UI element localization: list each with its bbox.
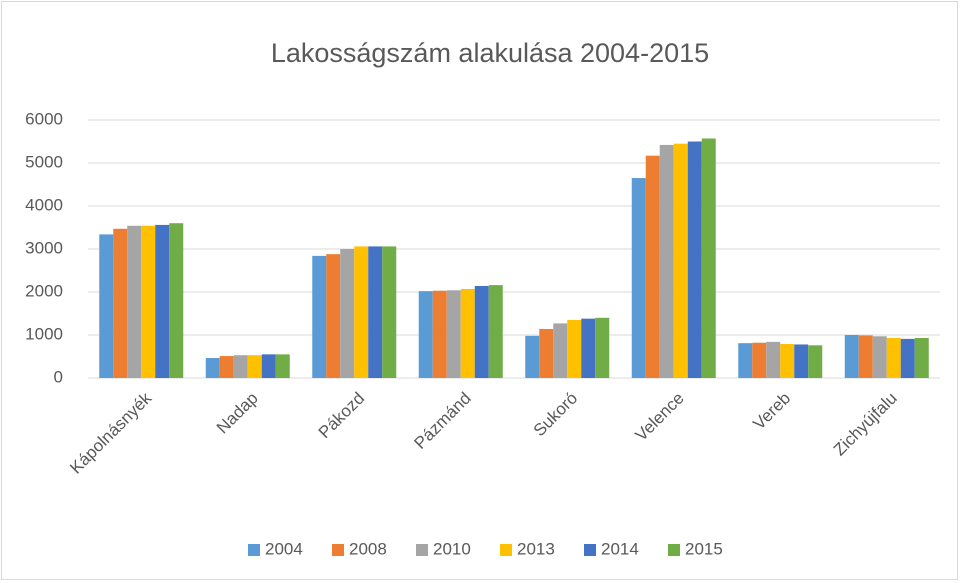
bar: [155, 224, 170, 378]
bar: [525, 335, 540, 378]
y-tick-label: 4000: [25, 195, 63, 214]
bar: [127, 225, 142, 378]
bar: [738, 343, 753, 378]
bar: [326, 254, 341, 378]
bar: [553, 323, 568, 378]
legend-swatch: [668, 544, 680, 556]
bar: [219, 356, 234, 378]
bar: [687, 141, 702, 378]
legend-swatch: [332, 544, 344, 556]
bar: [794, 344, 809, 378]
bar: [169, 223, 184, 378]
bar: [581, 318, 596, 378]
bar: [752, 342, 767, 378]
bar: [113, 228, 128, 378]
bar: [567, 319, 582, 378]
bar: [872, 336, 887, 378]
legend-swatch: [500, 544, 512, 556]
bar: [340, 249, 355, 378]
bar: [446, 290, 461, 378]
y-tick-label: 5000: [25, 152, 63, 171]
bar: [539, 328, 554, 378]
bar: [659, 144, 674, 378]
y-tick-label: 0: [54, 367, 63, 386]
bar: [673, 143, 688, 378]
bar: [418, 291, 433, 378]
chart-title: Lakosságszám alakulása 2004-2015: [271, 38, 709, 68]
legend-label: 2010: [433, 539, 471, 558]
bar: [780, 344, 795, 378]
bar: [312, 255, 327, 378]
bar: [261, 354, 276, 378]
legend-swatch: [584, 544, 596, 556]
bar: [886, 338, 901, 378]
bar: [275, 354, 290, 378]
legend-label: 2015: [685, 539, 723, 558]
bar: [141, 225, 156, 378]
bar: [900, 338, 915, 378]
bar: [354, 246, 369, 378]
bar: [233, 355, 248, 378]
legend-swatch: [416, 544, 428, 556]
y-tick-label: 1000: [25, 324, 63, 343]
bar: [99, 234, 114, 378]
bar: [631, 178, 646, 378]
bar: [844, 335, 859, 378]
bar: [460, 288, 475, 378]
legend-label: 2013: [517, 539, 555, 558]
bar: [474, 285, 489, 378]
legend-swatch: [248, 544, 260, 556]
legend-label: 2004: [265, 539, 303, 558]
bar: [488, 285, 503, 378]
bar: [432, 290, 447, 378]
legend-label: 2008: [349, 539, 387, 558]
bar: [808, 345, 823, 378]
bar: [914, 338, 929, 378]
bar: [205, 358, 220, 378]
y-tick-label: 6000: [25, 109, 63, 128]
y-tick-label: 3000: [25, 238, 63, 257]
bar: [858, 335, 873, 378]
bar: [247, 355, 262, 378]
bar: [766, 341, 781, 378]
bar: [701, 138, 716, 378]
y-tick-label: 2000: [25, 281, 63, 300]
bar: [595, 317, 610, 378]
bar: [645, 155, 660, 378]
legend-label: 2014: [601, 539, 639, 558]
bar: [368, 246, 383, 378]
bar: [382, 246, 397, 378]
